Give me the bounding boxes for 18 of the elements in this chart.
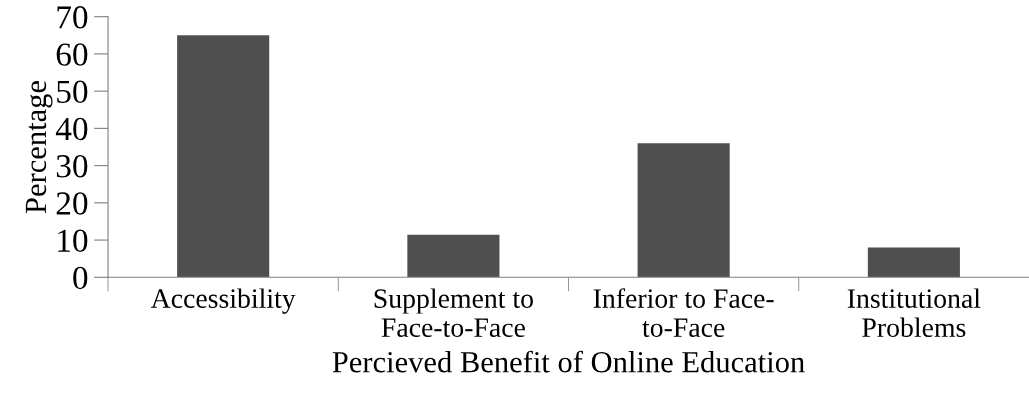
bar	[637, 143, 730, 278]
y-tick-label: 10	[58, 229, 88, 252]
x-axis-title: Percieved Benefit of Online Education	[332, 350, 805, 373]
y-tick-label: 20	[56, 192, 88, 215]
x-tick-label: Supplement to Face-to-Face	[374, 288, 533, 338]
y-tick-label: 70	[57, 6, 88, 29]
y-tick-label: 60	[56, 43, 88, 66]
bar	[177, 35, 270, 278]
bar	[867, 247, 960, 278]
x-tick-label: Inferior to Face- to-Face	[593, 288, 774, 338]
y-tick-label: 40	[55, 117, 88, 141]
bar	[407, 234, 500, 278]
y-tick-label: 30	[56, 155, 88, 178]
y-tick-label: 0	[73, 266, 88, 290]
x-tick-label: Institutional Problems	[847, 288, 981, 338]
y-tick-label: 50	[57, 80, 88, 104]
y-axis-title: Percentage	[25, 81, 53, 214]
x-tick-label: Accessibility	[150, 288, 296, 314]
